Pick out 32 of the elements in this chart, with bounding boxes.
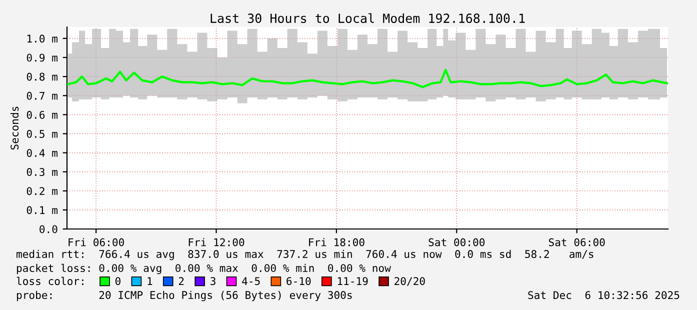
- legend-label: 20/20: [394, 277, 425, 286]
- legend-label: 6-10: [286, 277, 311, 286]
- legend-label: 2: [178, 277, 184, 285]
- y-tick-label: 0.0: [40, 225, 58, 234]
- x-tick-label: Fri 06:00: [68, 238, 124, 246]
- chart-title: Last 30 Hours to Local Modem 192.168.100.1: [210, 13, 525, 24]
- text: Sat Dec 6 10:32:56 2025: [528, 291, 680, 300]
- legend-title: loss color:: [16, 276, 84, 286]
- x-tick-label: Sat 00:00: [428, 238, 485, 246]
- legend-label: 4-5: [242, 277, 260, 286]
- y-tick-label: 0.8 m: [26, 72, 58, 81]
- line-series: [67, 68, 668, 88]
- y-tick-label: 0.3 m: [26, 168, 58, 176]
- x-tick-label: Fri 18:00: [309, 238, 364, 246]
- legend-label: 0: [115, 277, 120, 286]
- y-tick-label: 0.7 m: [26, 92, 58, 100]
- legend-label: 1: [148, 277, 152, 285]
- y-tick-label: 0.9 m: [26, 54, 58, 62]
- legend-label: 3: [210, 277, 216, 286]
- y-tick-label: 0.6 m: [26, 110, 58, 119]
- legend-label: 11-19: [338, 277, 368, 286]
- y-tick-label: 0.2 m: [26, 187, 58, 196]
- y-tick-label: 0.4 m: [26, 148, 58, 157]
- x-tick-label: Sat 06:00: [548, 238, 605, 246]
- text: probe: 20 ICMP Echo Pings (56 Bytes) every 300s: [16, 290, 352, 302]
- text: median rtt: 766.4 us avg 837.0 us max 737.2 us min 760.4 us now 0.0 ms sd 58.2 am/s: [16, 250, 594, 260]
- y-tick-label: 0.5 m: [26, 130, 58, 138]
- text: packet loss: 0.00 % avg 0.00 % max 0.00 % min 0.00 % now: [16, 264, 391, 274]
- x-tick-label: Fri 12:00: [188, 238, 244, 246]
- y-tick-label: 1.0 m: [27, 34, 58, 43]
- y-tick-label: 0.1 m: [26, 206, 58, 214]
- y-axis-title: Seconds: [10, 106, 19, 150]
